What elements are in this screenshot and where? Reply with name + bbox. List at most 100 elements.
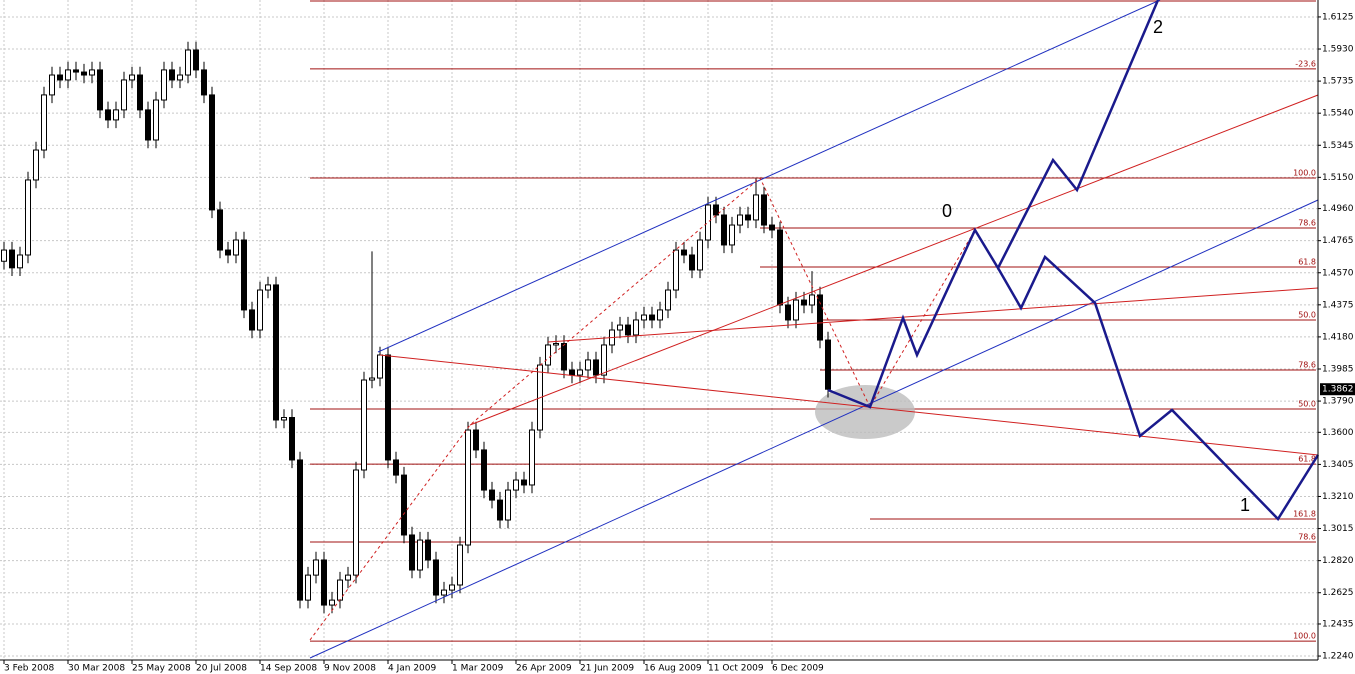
candle-body [449, 584, 455, 591]
candle-body [665, 289, 671, 311]
candle-body [529, 429, 535, 486]
candle-body [401, 474, 407, 536]
candle-body [145, 109, 151, 141]
candle-body [465, 429, 471, 546]
candle-body [49, 74, 55, 96]
last-price-label: 1.3862 [1322, 385, 1354, 395]
x-tick-label: 20 Jul 2008 [196, 664, 247, 674]
fib-label: 50.0 [1298, 310, 1316, 319]
y-tick-label: 1.4375 [1322, 300, 1354, 310]
zigzag-dashed [309, 177, 976, 641]
candle-body [561, 342, 567, 371]
candle-body [25, 179, 31, 256]
fib-label: 78.6 [1298, 360, 1316, 369]
candle-body [177, 74, 183, 81]
candle-body [105, 109, 111, 121]
candle-body [65, 69, 71, 81]
candle-body [585, 359, 591, 371]
candle-body [297, 459, 303, 601]
candle-body [793, 299, 799, 321]
candle-body [361, 379, 367, 471]
fib-label: 100.0 [1293, 632, 1316, 641]
grid-layer [0, 0, 1318, 660]
candle-body [73, 69, 79, 73]
y-tick-label: 1.4180 [1322, 332, 1354, 342]
candle-body [369, 377, 375, 381]
candle-body [777, 229, 783, 306]
candle-body [385, 354, 391, 461]
y-tick-label: 1.2820 [1322, 556, 1354, 566]
y-tick-label: 1.3405 [1322, 460, 1354, 470]
candle-body [625, 324, 631, 336]
candle-body [257, 289, 263, 331]
candle-body [441, 589, 447, 596]
candle-body [817, 294, 823, 341]
candle-body [753, 194, 759, 221]
wave-label: 0 [942, 201, 952, 221]
candle-body [825, 339, 831, 390]
x-tick-label: 11 Oct 2009 [708, 664, 764, 674]
candle-body [801, 299, 807, 306]
candle-body [41, 94, 47, 151]
x-tick-label: 6 Dec 2009 [772, 664, 824, 674]
candle-body [513, 479, 519, 491]
candle-body [481, 449, 487, 491]
candle-body [785, 304, 791, 321]
x-tick-label: 26 Apr 2009 [516, 664, 572, 674]
highlight-ellipse [815, 385, 915, 439]
candle-body [809, 294, 815, 306]
y-tick-label: 1.3600 [1322, 428, 1354, 438]
candle-body [545, 344, 551, 366]
candle-body [689, 254, 695, 271]
candle-body [713, 204, 719, 216]
candle-body [489, 489, 495, 501]
y-tick-label: 1.6125 [1322, 12, 1354, 22]
candle-body [377, 354, 383, 379]
fib-label: 61.8 [1298, 455, 1316, 464]
candle-body [329, 599, 335, 606]
candle-body [97, 69, 103, 111]
candle-body [593, 359, 599, 376]
x-tick-label: 14 Sep 2008 [260, 664, 317, 674]
candle-body [233, 239, 239, 256]
trend-line [547, 287, 1319, 343]
candle-body [345, 574, 351, 581]
candle-body [1, 249, 7, 262]
y-tick-label: 1.4570 [1322, 268, 1354, 278]
candle-body [641, 314, 647, 321]
x-tick-label: 25 May 2008 [132, 664, 191, 674]
candle-body [705, 204, 711, 241]
y-tick-label: 1.5150 [1322, 173, 1354, 183]
fib-label: 50.0 [1298, 399, 1316, 408]
x-tick-label: 3 Feb 2008 [4, 664, 55, 674]
y-tick-label: 1.5735 [1322, 77, 1354, 87]
candle-body [521, 479, 527, 486]
candle-body [225, 249, 231, 256]
candle-body [409, 534, 415, 571]
y-tick-label: 1.5540 [1322, 109, 1354, 119]
candle-body [761, 194, 767, 226]
fib-label: 61.8 [1298, 257, 1316, 266]
y-tick-label: 1.2435 [1322, 619, 1354, 629]
candle-body [273, 284, 279, 421]
candle-body [201, 69, 207, 96]
y-tick-label: 1.3985 [1322, 364, 1354, 374]
candle-body [265, 284, 271, 291]
fib-label: 78.6 [1298, 533, 1316, 542]
candle-body [353, 469, 359, 576]
candle-body [113, 109, 119, 121]
candle-body [577, 369, 583, 376]
candle-body [33, 149, 39, 181]
candle-body [185, 49, 191, 76]
y-tick-label: 1.3210 [1322, 492, 1354, 502]
candle-body [633, 319, 639, 336]
fib-label: 78.6 [1298, 219, 1316, 228]
candle-body [553, 342, 559, 346]
candle-body [649, 314, 655, 321]
candle-body [217, 209, 223, 251]
fib-label: 100.0 [1293, 168, 1316, 177]
candle-body [673, 249, 679, 291]
candle-body [305, 574, 311, 601]
candle-body [393, 459, 399, 476]
y-tick-label: 1.3015 [1322, 524, 1354, 534]
